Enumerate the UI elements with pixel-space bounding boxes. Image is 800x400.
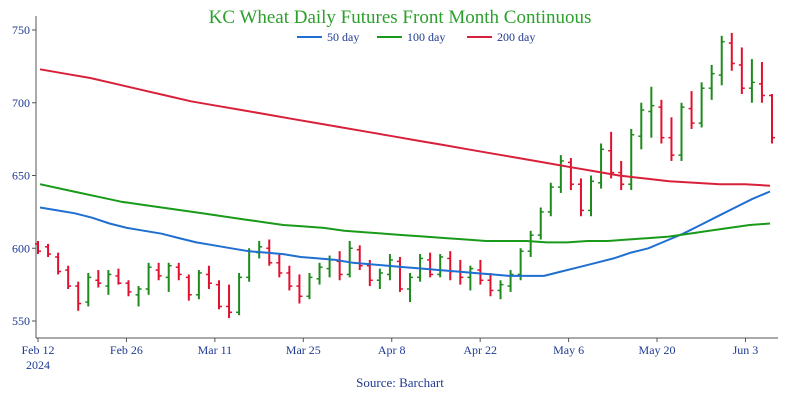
ohlc-bar bbox=[648, 86, 655, 138]
ohlc-bar bbox=[698, 82, 705, 128]
ohlc-bar bbox=[537, 207, 544, 240]
ohlc-bar bbox=[336, 251, 343, 281]
ma-line-50-day bbox=[39, 190, 771, 277]
x-tick-label: Apr 8 bbox=[378, 343, 406, 357]
ohlc-bar bbox=[346, 240, 353, 278]
ohlc-bar bbox=[356, 245, 363, 271]
legend-200day-label: 200 day bbox=[497, 30, 535, 44]
ohlc-bar bbox=[557, 155, 564, 193]
ohlc-bar bbox=[658, 99, 665, 144]
ohlc-bar bbox=[115, 268, 122, 285]
ohlc-bar bbox=[748, 59, 755, 103]
ohlc-bar bbox=[85, 272, 92, 307]
ohlc-bar bbox=[628, 128, 635, 191]
ohlc-bar bbox=[55, 252, 62, 275]
ohlc-bar bbox=[758, 62, 765, 103]
ohlc-bar bbox=[547, 182, 554, 217]
ohlc-bar bbox=[708, 64, 715, 100]
ohlc-bar bbox=[487, 272, 494, 297]
ohlc-bar bbox=[437, 254, 444, 278]
ohlc-bar bbox=[95, 270, 102, 288]
ohlc-bar bbox=[497, 280, 504, 300]
ohlc-bar bbox=[527, 230, 534, 257]
ohlc-bar bbox=[427, 252, 434, 278]
axes bbox=[35, 16, 778, 339]
ohlc-bar bbox=[236, 272, 243, 316]
ohlc-bar bbox=[577, 178, 584, 217]
ohlc-bar bbox=[195, 270, 202, 300]
ohlc-bar bbox=[286, 265, 293, 291]
chart-title: KC Wheat Daily Futures Front Month Conti… bbox=[209, 7, 592, 28]
ohlc-bar bbox=[135, 286, 142, 307]
ohlc-bar bbox=[608, 131, 615, 179]
ohlc-bar bbox=[306, 272, 313, 300]
x-tick-label: Feb 26 bbox=[110, 343, 143, 357]
y-tick-label: 750 bbox=[12, 23, 30, 37]
y-tick-label: 600 bbox=[12, 241, 30, 255]
ohlc-bar bbox=[296, 274, 303, 304]
ohlc-bar bbox=[678, 102, 685, 161]
ohlc-bar bbox=[145, 262, 152, 295]
x-tick-sublabel: 2024 bbox=[26, 358, 50, 372]
ohlc-bar bbox=[407, 272, 414, 303]
ohlc-bar bbox=[396, 256, 403, 292]
ohlc-bar bbox=[75, 281, 82, 311]
ohlc-bar bbox=[467, 265, 474, 291]
ohlc-bar bbox=[175, 262, 182, 281]
y-tick-label: 550 bbox=[12, 314, 30, 328]
x-tick-label: Mar 25 bbox=[286, 343, 321, 357]
ohlc-bar bbox=[105, 270, 112, 295]
legend-50day-label: 50 day bbox=[327, 30, 359, 44]
ma-line-100-day bbox=[39, 183, 771, 244]
ohlc-bar bbox=[205, 265, 212, 289]
ohlc-bar bbox=[668, 117, 675, 161]
ohlc-bar bbox=[125, 280, 132, 297]
ma-line-200-day bbox=[39, 68, 771, 187]
ohlc-bar bbox=[598, 143, 605, 189]
ohlc-bar bbox=[567, 158, 574, 191]
x-tick-label: Feb 12 bbox=[22, 343, 55, 357]
source-label: Source: Barchart bbox=[356, 375, 444, 390]
legend-100day-label: 100 day bbox=[407, 30, 445, 44]
y-ticks: 550 600 650 700 750 bbox=[12, 23, 36, 328]
x-tick-label: Mar 11 bbox=[198, 343, 233, 357]
ohlc-bar bbox=[718, 35, 725, 86]
ohlc-bar bbox=[276, 254, 283, 278]
ohlc-bar bbox=[45, 243, 52, 257]
ohlc-bar bbox=[256, 240, 263, 259]
x-tick-label: May 20 bbox=[639, 343, 676, 357]
moving-average-lines bbox=[39, 68, 771, 277]
ohlc-bar bbox=[165, 262, 172, 292]
x-tick-label: Jun 3 bbox=[733, 343, 759, 357]
ohlc-bar bbox=[65, 265, 72, 289]
ohlc-bar bbox=[728, 32, 735, 71]
x-tick-label: May 6 bbox=[553, 343, 584, 357]
ohlc-bar bbox=[688, 91, 695, 129]
ohlc-bar bbox=[638, 102, 645, 150]
ohlc-bar bbox=[588, 175, 595, 217]
ohlc-bar bbox=[215, 280, 222, 310]
ohlc-bar bbox=[769, 94, 775, 144]
ohlc-bar bbox=[246, 248, 253, 282]
ohlc-bar bbox=[226, 284, 233, 319]
ohlc-bar bbox=[155, 262, 162, 281]
ohlc-bar bbox=[316, 262, 323, 285]
ohlc-bar bbox=[738, 47, 745, 95]
ohlc-bar bbox=[376, 268, 383, 289]
x-tick-label: Apr 22 bbox=[463, 343, 497, 357]
ohlc-bar bbox=[35, 240, 41, 255]
ohlc-bar bbox=[447, 251, 454, 281]
ohlc-bars bbox=[35, 32, 775, 319]
y-tick-label: 700 bbox=[12, 96, 30, 110]
ohlc-bar bbox=[185, 274, 192, 301]
y-tick-label: 650 bbox=[12, 169, 30, 183]
legend: 50 day 100 day 200 day bbox=[297, 30, 535, 44]
ohlc-bar bbox=[507, 270, 514, 292]
ohlc-bar bbox=[477, 259, 484, 285]
ohlc-bar bbox=[386, 254, 393, 281]
